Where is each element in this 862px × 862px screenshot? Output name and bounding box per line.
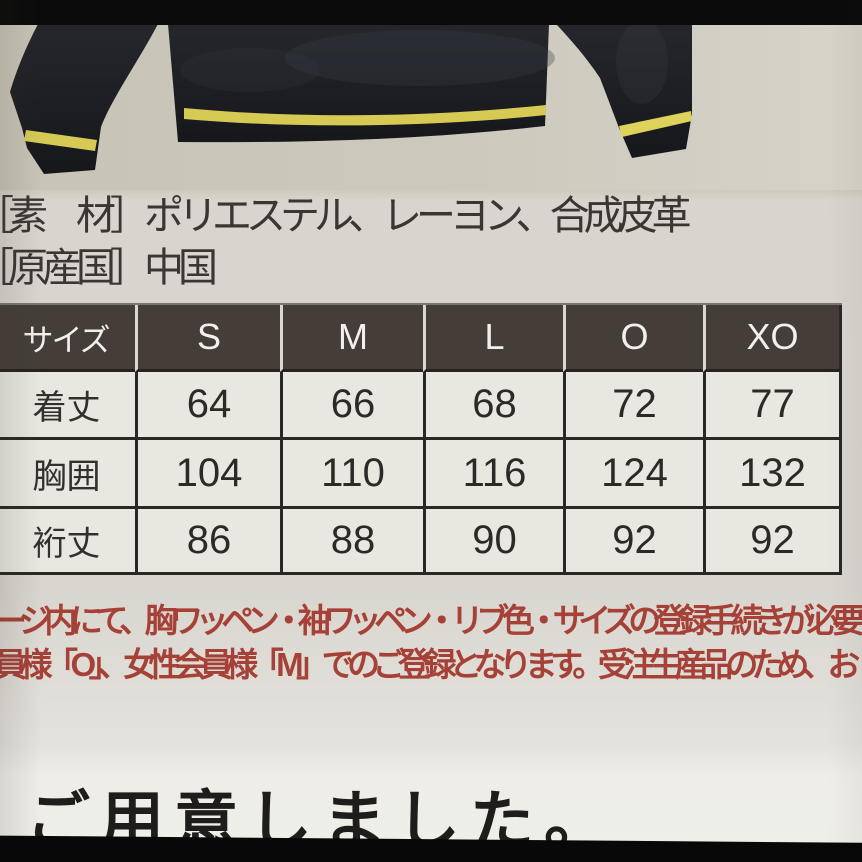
row-label-sleeve: 裄丈 bbox=[0, 509, 135, 575]
table-cell: 66 bbox=[280, 372, 423, 440]
notice-line-1: ージ内にて、胸ワッペン・袖ワッペン・リブ色・サイズの登録手続きが必要で bbox=[0, 602, 862, 639]
size-table-header-m: M bbox=[280, 305, 423, 372]
origin-label: ［原産国］ bbox=[0, 246, 150, 290]
notice-line-2: 員様「O」、女性会員様「M」でのご登録となります。受注生産品のため、お bbox=[0, 646, 860, 683]
size-table-header-s: S bbox=[135, 305, 280, 372]
fabric-sheen bbox=[180, 48, 320, 92]
table-cell: 90 bbox=[423, 509, 563, 575]
material-line: ［素 材］ポリエステル、レーヨン、合成皮革 bbox=[0, 190, 692, 242]
product-info: ［素 材］ポリエステル、レーヨン、合成皮革 ［原産国］中国 bbox=[0, 190, 692, 294]
origin-line: ［原産国］中国 bbox=[0, 242, 686, 294]
photo-top-black-bar bbox=[0, 0, 862, 25]
table-cell: 86 bbox=[135, 509, 280, 575]
size-table-header-o: O bbox=[563, 305, 703, 372]
table-cell: 77 bbox=[703, 372, 842, 440]
table-cell: 64 bbox=[135, 372, 280, 440]
table-cell: 92 bbox=[703, 509, 842, 575]
fabric-sheen bbox=[616, 20, 668, 104]
table-cell: 92 bbox=[563, 509, 703, 575]
table-cell: 72 bbox=[563, 372, 703, 440]
size-table: サイズ S M L O XO 着丈 64 66 68 72 77 胸囲 104 … bbox=[0, 303, 842, 575]
registration-notice: ージ内にて、胸ワッペン・袖ワッペン・リブ色・サイズの登録手続きが必要で 員様「O… bbox=[0, 599, 862, 687]
row-label-length: 着丈 bbox=[0, 372, 135, 440]
table-cell: 104 bbox=[135, 440, 280, 509]
row-label-chest: 胸囲 bbox=[0, 440, 135, 509]
origin-value: 中国 bbox=[144, 246, 218, 290]
material-value: ポリエステル、レーヨン、合成皮革 bbox=[144, 194, 692, 238]
table-cell: 116 bbox=[423, 440, 563, 509]
fabric-sheen bbox=[285, 30, 555, 86]
table-cell: 68 bbox=[423, 372, 563, 440]
table-cell: 132 bbox=[703, 440, 842, 509]
left-cuff-stripe bbox=[24, 130, 97, 151]
size-table-header-xo: XO bbox=[703, 305, 842, 372]
size-table-header-size: サイズ bbox=[0, 305, 135, 372]
table-cell: 88 bbox=[280, 509, 423, 575]
jacket-photo bbox=[0, 0, 862, 190]
table-cell: 110 bbox=[280, 440, 423, 509]
material-label: ［素 材］ bbox=[0, 194, 150, 238]
right-cuff-stripe bbox=[619, 111, 692, 137]
size-table-header-l: L bbox=[423, 305, 563, 372]
hem-stripe bbox=[184, 105, 546, 126]
table-cell: 124 bbox=[563, 440, 703, 509]
